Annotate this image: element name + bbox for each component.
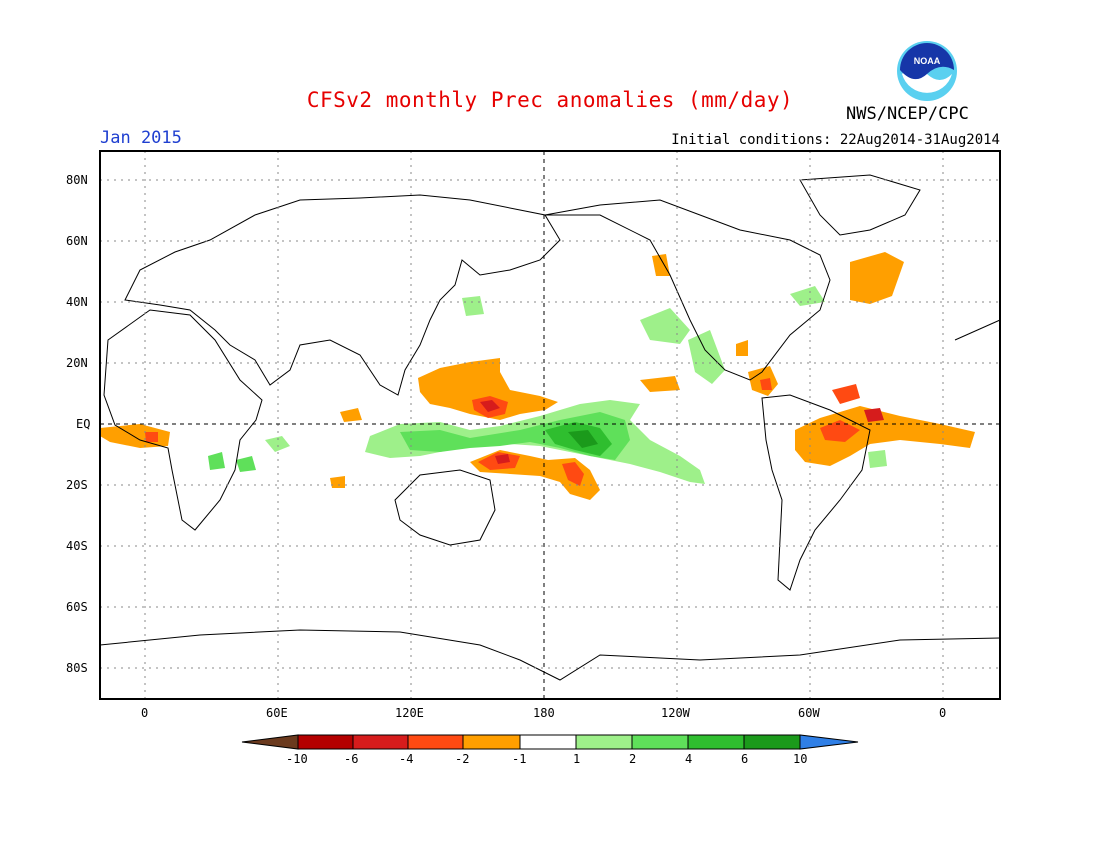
logo-text: NOAA — [914, 56, 941, 66]
chart-title: CFSv2 monthly Prec anomalies (mm/day) — [306, 88, 794, 112]
colorbar-swatch — [407, 734, 464, 750]
colorbar-swatch — [687, 734, 745, 750]
colorbar-swatch — [575, 734, 633, 750]
lat-label: 60S — [66, 600, 88, 614]
lat-label: 80S — [66, 661, 88, 675]
noaa-logo: NOAA — [897, 41, 957, 101]
anomaly-fields — [100, 252, 975, 500]
lon-label: 0 — [939, 706, 947, 720]
colorbar — [241, 734, 859, 750]
lat-label: EQ — [76, 417, 91, 431]
lon-label: 120W — [661, 706, 690, 720]
lat-label: 40N — [66, 295, 88, 309]
forecast-month: Jan 2015 — [100, 128, 182, 148]
lon-label: 120E — [395, 706, 424, 720]
lat-label: 40S — [66, 539, 88, 553]
legend-label: -4 — [399, 752, 414, 766]
lat-label: 60N — [66, 234, 88, 248]
graticule — [100, 151, 1000, 699]
colorbar-swatch — [352, 734, 409, 750]
legend-label: 4 — [685, 752, 693, 766]
legend-label: 6 — [741, 752, 749, 766]
legend-label: 10 — [793, 752, 808, 766]
lat-label: 20S — [66, 478, 88, 492]
legend-label: -10 — [286, 752, 308, 766]
agency-label: NWS/NCEP/CPC — [846, 104, 969, 124]
colorbar-swatch — [519, 734, 577, 750]
legend-label: -1 — [512, 752, 527, 766]
legend-label: -6 — [344, 752, 359, 766]
lon-label: 0 — [141, 706, 149, 720]
colorbar-swatch — [297, 734, 354, 750]
colorbar-swatch — [631, 734, 689, 750]
legend-label: -2 — [455, 752, 470, 766]
colorbar-swatch — [743, 734, 801, 750]
lat-label: 80N — [66, 173, 88, 187]
initial-conditions-label: Initial conditions: 22Aug2014-31Aug2014 — [671, 132, 1000, 148]
colorbar-arrow-right — [799, 734, 859, 750]
legend-label: 2 — [629, 752, 637, 766]
legend-label: 1 — [573, 752, 581, 766]
lon-label: 60E — [266, 706, 288, 720]
lat-label: 20N — [66, 356, 88, 370]
colorbar-swatch — [462, 734, 521, 750]
map-frame — [99, 150, 1001, 700]
lon-label: 180 — [533, 706, 555, 720]
lon-label: 60W — [798, 706, 820, 720]
colorbar-arrow-left — [241, 734, 299, 750]
